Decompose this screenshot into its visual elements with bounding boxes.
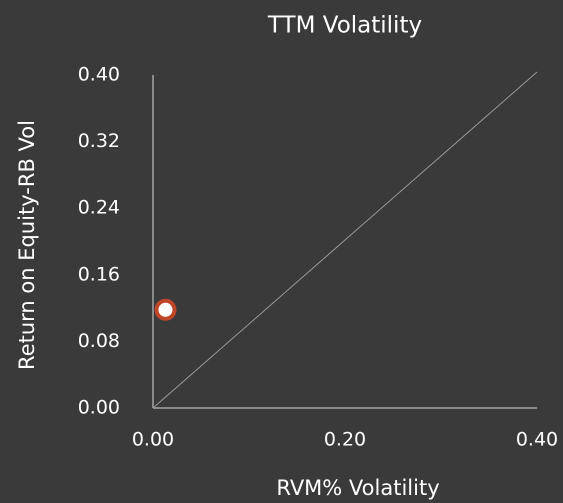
y-tick-label: 0.08 [78, 330, 120, 352]
x-axis-label: RVM% Volatility [276, 476, 439, 500]
y-tick-label: 0.40 [78, 64, 120, 86]
y-tick-label: 0.00 [78, 397, 120, 419]
y-tick-label: 0.16 [78, 263, 120, 285]
x-tick-label: 0.40 [516, 429, 558, 451]
point [154, 298, 177, 321]
x-tick-label: 0.00 [132, 429, 174, 451]
y-tick-label: 0.32 [78, 130, 120, 152]
chart-title: TTM Volatility [267, 13, 422, 39]
reference-line [152, 71, 538, 409]
y-tick-label: 0.24 [78, 197, 120, 219]
x-tick-label: 0.20 [324, 429, 366, 451]
y-axis-label: Return on Equity-RB Vol [15, 120, 39, 370]
